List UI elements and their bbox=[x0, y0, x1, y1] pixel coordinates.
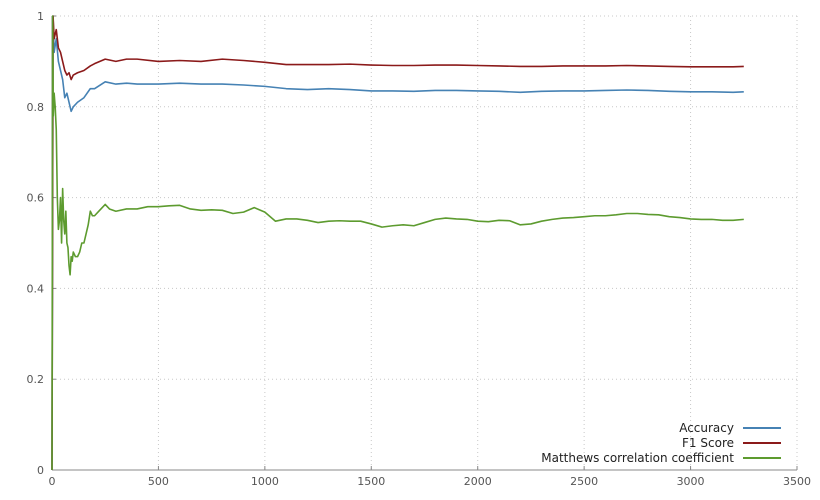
y-tick-label: 0.6 bbox=[27, 192, 45, 205]
x-tick-label: 3000 bbox=[677, 475, 705, 488]
x-tick-label: 2500 bbox=[570, 475, 598, 488]
series-line-f1-score bbox=[51, 15, 744, 471]
x-tick-label: 2000 bbox=[464, 475, 492, 488]
y-tick-label: 0.2 bbox=[27, 373, 45, 386]
y-tick-label: 0.8 bbox=[27, 101, 45, 114]
legend-label: Accuracy bbox=[679, 421, 734, 435]
x-tick-label: 1500 bbox=[357, 475, 385, 488]
legend-label: F1 Score bbox=[682, 436, 734, 450]
series-line-matthews-correlation-coefficient bbox=[51, 15, 744, 471]
x-tick-label: 1000 bbox=[251, 475, 279, 488]
y-axis-tick-labels: 0 0.2 0.4 0.6 0.8 1 bbox=[27, 10, 45, 477]
x-tick-label: 500 bbox=[148, 475, 169, 488]
grid bbox=[52, 15, 798, 470]
legend-label: Matthews correlation coefficient bbox=[541, 451, 734, 465]
y-tick-label: 0 bbox=[37, 464, 44, 477]
x-tick-label: 3500 bbox=[783, 475, 811, 488]
series-line-accuracy bbox=[51, 15, 744, 471]
x-tick-label: 0 bbox=[49, 475, 56, 488]
series-lines bbox=[51, 15, 744, 471]
x-axis-tick-labels: 0 500 1000 1500 2000 2500 3000 3500 bbox=[49, 475, 812, 488]
y-tick-label: 1 bbox=[37, 10, 44, 23]
y-tick-label: 0.4 bbox=[27, 282, 45, 295]
